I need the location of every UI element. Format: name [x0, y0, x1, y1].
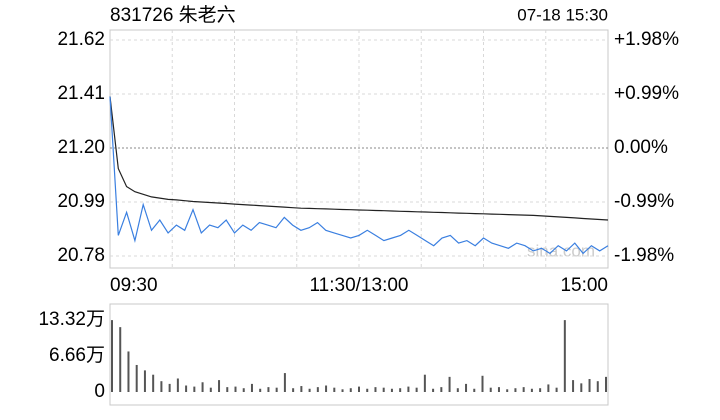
- volume-bar: [539, 388, 542, 392]
- volume-bar: [440, 387, 443, 392]
- volume-bar: [465, 383, 468, 392]
- volume-bar: [555, 387, 558, 392]
- volume-bar: [382, 387, 385, 392]
- timestamp: 07-18 15:30: [517, 5, 608, 24]
- volume-bar: [390, 388, 393, 392]
- price-line: [109, 96, 609, 221]
- volume-bar: [168, 383, 171, 392]
- y-tick-label: 21.62: [57, 29, 105, 50]
- volume-bar: [193, 386, 196, 392]
- volume-bar: [127, 351, 130, 392]
- y-tick-label: 20.99: [57, 191, 105, 212]
- volume-bar: [234, 386, 237, 392]
- volume-bar: [530, 388, 533, 392]
- volume-bar: [572, 380, 575, 392]
- volume-bar: [489, 387, 492, 392]
- y2-tick-label: -0.99%: [614, 191, 674, 212]
- volume-bar: [209, 387, 212, 392]
- volume-bar: [432, 388, 435, 392]
- volume-bar: [547, 384, 550, 392]
- volume-bar: [423, 374, 426, 392]
- volume-bar: [497, 387, 500, 392]
- x-tick-label: 15:00: [560, 275, 608, 296]
- volume-bar: [456, 388, 459, 392]
- volume-bar: [374, 387, 377, 392]
- volume-bar: [292, 388, 295, 392]
- volume-bar: [563, 320, 566, 392]
- volume-bar: [415, 387, 418, 392]
- y-tick-label: 21.41: [57, 83, 105, 104]
- volume-bar: [242, 388, 245, 392]
- volume-bar: [341, 389, 344, 392]
- watermark: sina.com: [527, 241, 595, 260]
- volume-bar: [250, 383, 253, 392]
- volume-bar: [283, 373, 286, 392]
- y-tick-label: 21.20: [57, 137, 105, 158]
- volume-bar: [201, 382, 204, 392]
- volume-bar: [176, 378, 179, 392]
- volume-bar: [316, 387, 319, 392]
- y2-tick-label: 0.00%: [614, 137, 668, 158]
- volume-bar: [407, 386, 410, 392]
- volume-bar: [300, 386, 303, 392]
- volume-bar: [325, 385, 328, 392]
- y2-tick-label: +1.98%: [614, 29, 679, 50]
- y-tick-label: 13.32万: [38, 309, 105, 330]
- x-tick-label: 09:30: [110, 275, 158, 296]
- chart-title: 831726 朱老六: [110, 4, 236, 26]
- volume-bar: [349, 388, 352, 392]
- y2-tick-label: -1.98%: [614, 245, 674, 266]
- volume-bar: [522, 387, 525, 392]
- volume-bar: [259, 388, 262, 392]
- y-tick-label: 6.66万: [49, 345, 105, 366]
- volume-bar: [143, 370, 146, 392]
- volume-bar: [152, 374, 155, 392]
- volume-bar: [596, 381, 599, 392]
- volume-bar: [308, 388, 311, 392]
- volume-bar: [275, 387, 278, 392]
- volume-frame: [109, 303, 609, 406]
- volume-bar: [514, 388, 517, 392]
- y-tick-label: 0: [94, 381, 105, 402]
- volume-bar: [448, 376, 451, 392]
- volume-bar: [506, 389, 509, 392]
- y2-tick-label: +0.99%: [614, 83, 679, 104]
- volume-bar: [333, 387, 336, 392]
- volume-bar: [135, 364, 138, 392]
- volume-bar: [473, 388, 476, 392]
- x-tick-label: 11:30/13:00: [310, 275, 409, 296]
- volume-bar: [588, 379, 591, 392]
- volume-bar: [358, 386, 360, 392]
- volume-bar: [366, 388, 369, 392]
- y-tick-label: 20.78: [57, 245, 105, 266]
- volume-bar: [111, 320, 113, 392]
- volume-bar: [481, 375, 484, 392]
- volume-bar: [267, 387, 270, 392]
- price-frame: [109, 29, 609, 269]
- volume-bar: [218, 380, 221, 392]
- volume-bar: [399, 388, 402, 392]
- volume-bar: [160, 381, 163, 392]
- volume-bar: [119, 327, 122, 392]
- volume-bar: [226, 387, 229, 392]
- volume-bar: [185, 385, 188, 392]
- volume-bar: [580, 383, 583, 392]
- price-line: [109, 96, 609, 255]
- volume-bar: [605, 376, 607, 392]
